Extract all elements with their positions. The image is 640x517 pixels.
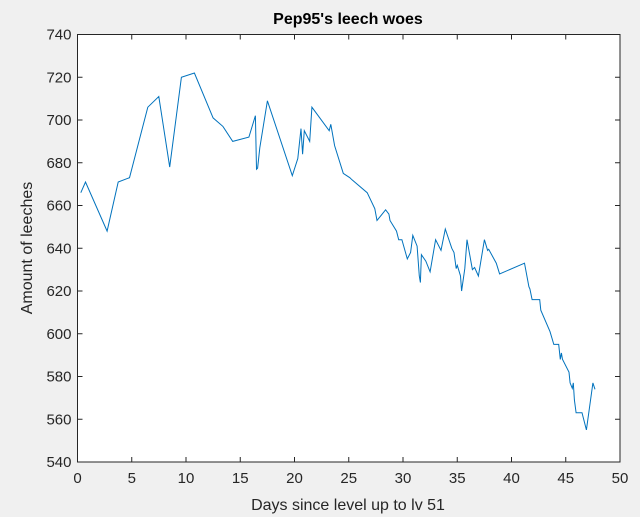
series-line-leeches bbox=[80, 72, 596, 431]
x-tick-label: 5 bbox=[128, 470, 136, 487]
x-axis-label: Days since level up to lv 51 bbox=[251, 497, 445, 514]
y-tick-label: 560 bbox=[46, 411, 71, 428]
y-tick-label: 640 bbox=[46, 240, 71, 257]
x-tick-label: 40 bbox=[503, 470, 520, 487]
x-tick-label: 45 bbox=[557, 470, 574, 487]
y-tick-label: 660 bbox=[46, 198, 71, 215]
y-axis-label: Amount of leeches bbox=[19, 182, 36, 315]
y-tick-label: 680 bbox=[46, 155, 71, 172]
x-tick-label: 25 bbox=[340, 470, 357, 487]
x-tick-label: 15 bbox=[232, 470, 249, 487]
x-tick-label: 0 bbox=[73, 470, 81, 487]
y-tick-label: 540 bbox=[46, 454, 71, 471]
chart-title: Pep95's leech woes bbox=[273, 11, 423, 28]
plot-area bbox=[77, 34, 620, 462]
y-tick-label: 720 bbox=[46, 69, 71, 86]
x-tick-label: 10 bbox=[178, 470, 195, 487]
x-tick-label: 30 bbox=[395, 470, 412, 487]
y-tick-label: 600 bbox=[46, 326, 71, 343]
x-tick-label: 50 bbox=[612, 470, 629, 487]
y-tick-label: 700 bbox=[46, 112, 71, 129]
y-tick-label: 580 bbox=[46, 369, 71, 386]
x-tick-label: 20 bbox=[286, 470, 303, 487]
axes-box bbox=[77, 34, 621, 463]
y-tick-label: 740 bbox=[46, 27, 71, 44]
y-tick-label: 620 bbox=[46, 283, 71, 300]
x-tick-label: 35 bbox=[449, 470, 466, 487]
